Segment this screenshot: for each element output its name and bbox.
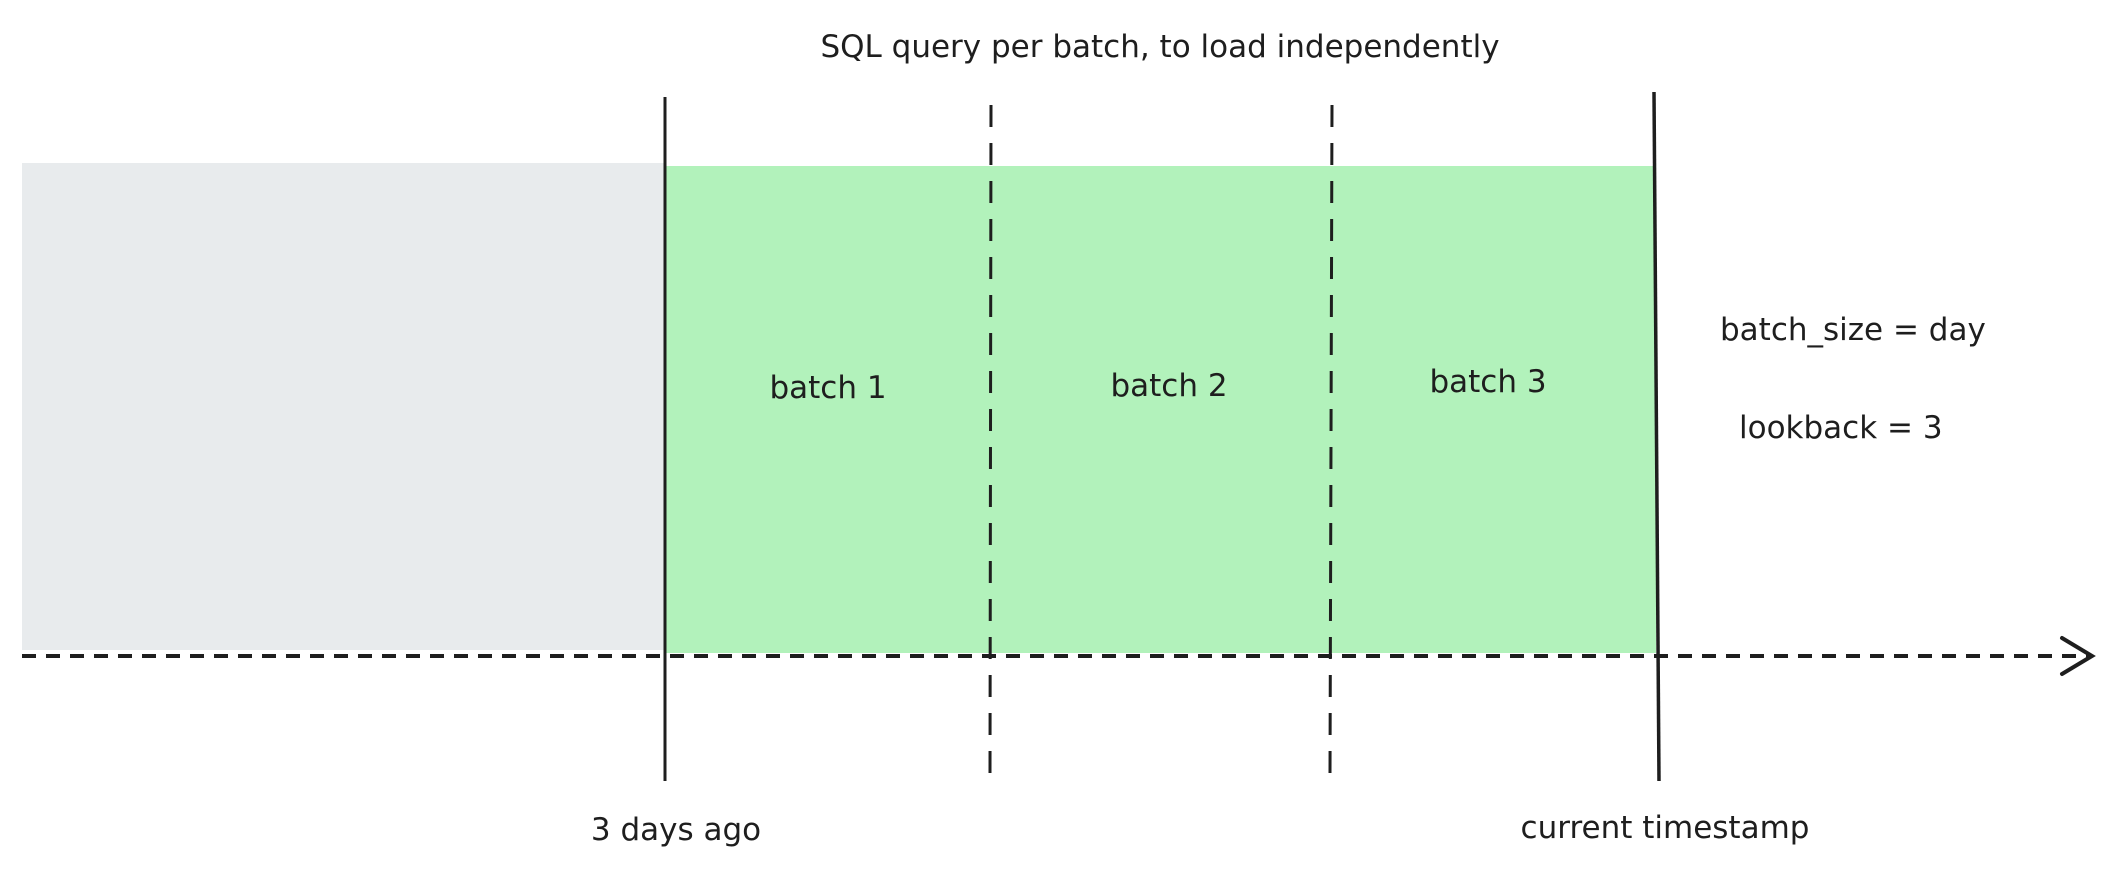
- diagram-title: SQL query per batch, to load independent…: [820, 29, 1500, 65]
- batch-region: [666, 166, 1656, 653]
- batch-size-param: batch_size = day: [1720, 312, 1986, 348]
- lookback-param: lookback = 3: [1739, 410, 1943, 446]
- end-marker-label: current timestamp: [1520, 810, 1810, 846]
- axis-arrowhead-icon: [2060, 636, 2096, 676]
- batch-label-1: batch 1: [769, 370, 887, 406]
- batch-label-3: batch 3: [1429, 364, 1547, 400]
- start-marker-label: 3 days ago: [590, 812, 762, 848]
- end-marker-line: [1652, 91, 1661, 782]
- batch-label-2: batch 2: [1110, 368, 1228, 404]
- past-region: [22, 163, 666, 650]
